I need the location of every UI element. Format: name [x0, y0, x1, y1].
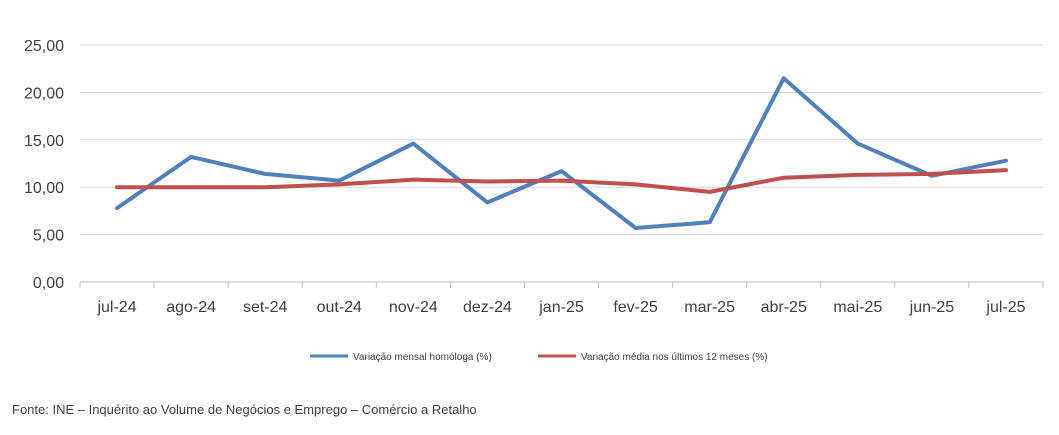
y-tick-label: 15,00 [24, 133, 64, 150]
x-tick-label: mai-25 [833, 299, 882, 316]
x-tick-label: ago-24 [166, 299, 216, 316]
source-note: Fonte: INE – Inquérito ao Volume de Negó… [12, 402, 477, 417]
legend: Variação mensal homóloga (%) Variação méd… [310, 352, 768, 363]
line-chart: 0,00 5,00 10,00 15,00 20,00 25,00 jul-24 ago-2… [24, 38, 1044, 363]
y-axis-ticks: 0,00 5,00 10,00 15,00 20,00 25,00 [24, 38, 64, 292]
x-tick-label: nov-24 [389, 299, 438, 316]
y-tick-label: 5,00 [33, 228, 64, 245]
x-axis-ticks: jul-24 ago-24 set-24 out-24 nov-24 dez-24 jan-… [96, 299, 1025, 316]
legend-label: Variação média nos últimos 12 meses (%) [581, 352, 768, 363]
x-tick-label: abr-25 [761, 299, 807, 316]
x-tick-label: mar-25 [684, 299, 735, 316]
x-tick-label: fev-25 [613, 299, 658, 316]
x-tick-label: out-24 [317, 299, 362, 316]
x-tick-label: dez-24 [463, 299, 512, 316]
series-lines [115, 76, 1008, 230]
x-tick-label: jan-25 [538, 299, 584, 316]
legend-label: Variação mensal homóloga (%) [353, 352, 492, 363]
x-tick-label: jun-25 [909, 299, 955, 316]
y-tick-label: 20,00 [24, 85, 64, 102]
x-tick-label: jul-24 [96, 299, 136, 316]
series-line-1 [115, 76, 1008, 230]
x-tick-label: jul-25 [985, 299, 1025, 316]
y-tick-label: 10,00 [24, 180, 64, 197]
gridlines [80, 44, 1043, 236]
x-tick-label: set-24 [243, 299, 288, 316]
x-axis [79, 281, 1044, 288]
series-line-2 [115, 168, 1008, 194]
y-tick-label: 0,00 [33, 275, 64, 292]
y-tick-label: 25,00 [24, 38, 64, 55]
